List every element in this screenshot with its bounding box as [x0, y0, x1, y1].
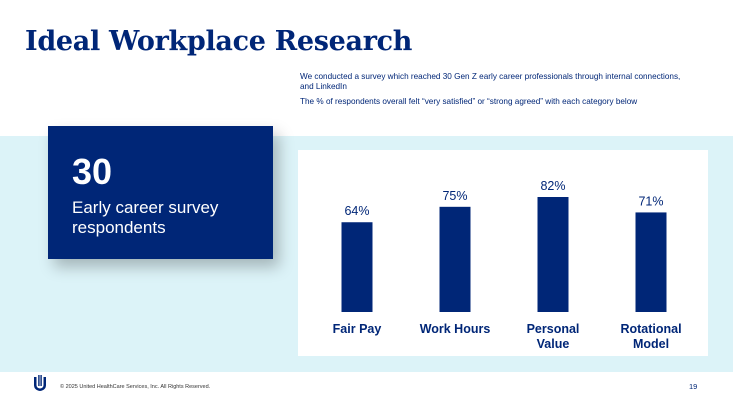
stat-label: Early career survey respondents — [72, 198, 219, 237]
bar-fair-pay — [341, 222, 373, 312]
intro-text: We conducted a survey which reached 30 G… — [300, 72, 690, 113]
category-label: Personal Value — [527, 322, 580, 351]
data-label: 71% — [638, 194, 663, 208]
category-label: Work Hours — [420, 322, 491, 336]
stat-number: 30 — [72, 151, 113, 192]
category-label: Rotational Model — [620, 322, 681, 351]
bar-personal-value — [537, 197, 569, 312]
bar-work-hours — [439, 206, 471, 312]
data-label: 75% — [442, 189, 467, 203]
footer-copyright: © 2025 United HealthCare Services, Inc. … — [60, 384, 211, 390]
page-title: Ideal Workplace Research — [25, 26, 413, 57]
satisfaction-chart-panel: 64% Fair Pay 75% Work Hours 82% Personal Value… — [298, 150, 708, 356]
intro-paragraph-1: We conducted a survey which reached 30 G… — [300, 72, 681, 91]
data-label: 64% — [344, 204, 369, 218]
category-label: Fair Pay — [333, 322, 382, 336]
page-number: 19 — [689, 382, 698, 391]
bar-rotational-model — [635, 212, 667, 312]
respondents-stat-card: 30 Early career survey respondents — [48, 126, 273, 259]
satisfaction-bar-chart: 64% Fair Pay 75% Work Hours 82% Personal Value… — [333, 179, 682, 351]
intro-paragraph-2: The % of respondents overall felt “very … — [300, 97, 638, 107]
data-label: 82% — [540, 179, 565, 193]
uhc-logo-icon — [34, 375, 46, 391]
